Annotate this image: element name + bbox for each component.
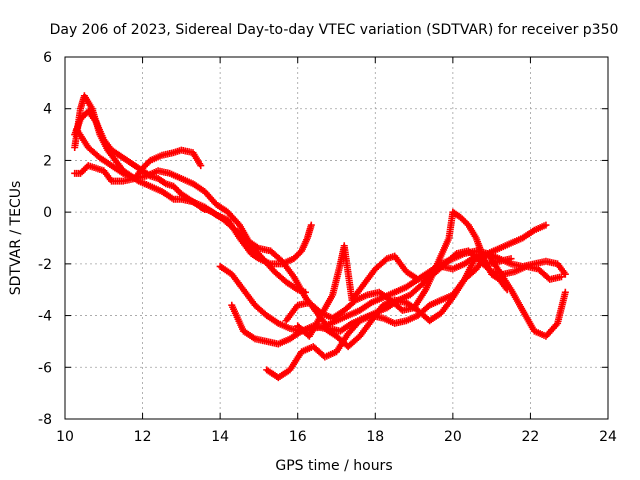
x-tick-label: 24 [599, 429, 617, 445]
series-track-10 [294, 242, 515, 340]
data-point [542, 221, 550, 229]
series-track-9 [282, 208, 511, 325]
data-point [561, 288, 569, 296]
y-tick-label: 4 [43, 102, 52, 118]
x-tick-label: 12 [134, 429, 152, 445]
y-tick-label: -6 [38, 360, 52, 376]
y-tick-label: -8 [38, 412, 52, 428]
chart-title: Day 206 of 2023, Sidereal Day-to-day VTE… [50, 22, 619, 38]
data-point [507, 255, 515, 263]
data-point [557, 273, 565, 281]
x-tick-label: 20 [444, 429, 462, 445]
x-tick-label: 10 [56, 429, 74, 445]
y-tick-label: 6 [43, 50, 52, 66]
data-point [503, 286, 511, 294]
data-point [307, 221, 315, 229]
plot-border [64, 56, 609, 420]
x-axis-label: GPS time / hours [275, 458, 392, 474]
y-tick-label: 0 [43, 205, 52, 221]
data-point [561, 270, 569, 278]
plot-frame [64, 56, 609, 420]
series-track-8 [197, 203, 565, 335]
x-tick-label: 22 [522, 429, 540, 445]
x-tick-label: 16 [289, 429, 307, 445]
y-tick-label: 2 [43, 153, 52, 169]
x-tick-label: 18 [366, 429, 384, 445]
y-tick-label: -2 [38, 257, 52, 273]
y-tick-label: -4 [38, 309, 52, 325]
data-points [71, 92, 569, 382]
y-axis-label: SDTVAR / TECUs [8, 181, 24, 296]
data-point [197, 162, 205, 170]
x-tick-label: 14 [211, 429, 229, 445]
